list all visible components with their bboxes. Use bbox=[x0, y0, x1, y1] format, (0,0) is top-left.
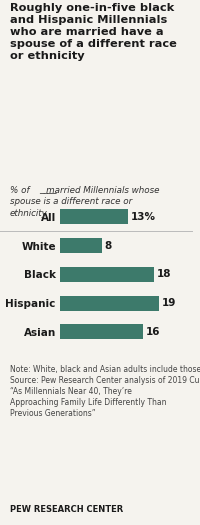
Text: Note: White, black and Asian adults include those who report being only one race: Note: White, black and Asian adults incl… bbox=[10, 365, 200, 418]
Bar bbox=[60, 267, 154, 282]
Text: 18: 18 bbox=[157, 269, 171, 279]
Text: 8: 8 bbox=[104, 240, 112, 250]
Text: PEW RESEARCH CENTER: PEW RESEARCH CENTER bbox=[10, 505, 123, 514]
Text: Roughly one-in-five black
and Hispanic Millennials
who are married have a
spouse: Roughly one-in-five black and Hispanic M… bbox=[10, 3, 177, 60]
Text: 16: 16 bbox=[146, 327, 161, 337]
Bar bbox=[60, 238, 102, 253]
Text: 13%: 13% bbox=[130, 212, 155, 222]
Bar bbox=[60, 296, 159, 311]
Text: 19: 19 bbox=[162, 298, 176, 308]
Text: % of      married Millennials whose
spouse is a different race or
ethnicity: % of married Millennials whose spouse is… bbox=[10, 186, 160, 217]
Bar bbox=[60, 209, 128, 224]
Text: ____: ____ bbox=[39, 185, 57, 194]
Bar bbox=[60, 324, 143, 339]
